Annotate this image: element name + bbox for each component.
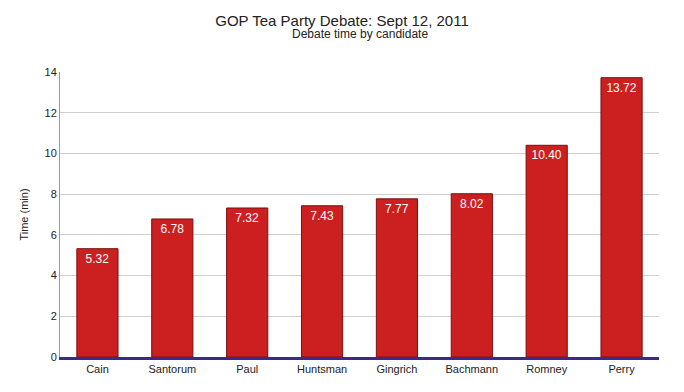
svg-text:7.77: 7.77 (385, 202, 409, 216)
svg-text:12: 12 (45, 107, 57, 119)
svg-text:Time (min): Time (min) (18, 188, 30, 240)
svg-text:8: 8 (51, 188, 57, 200)
svg-text:5.32: 5.32 (86, 252, 110, 266)
svg-text:Romney: Romney (526, 363, 567, 375)
svg-text:7.43: 7.43 (310, 209, 334, 223)
svg-text:13.72: 13.72 (606, 81, 636, 95)
svg-text:2: 2 (51, 310, 57, 322)
svg-text:Paul: Paul (236, 363, 258, 375)
svg-text:Santorum: Santorum (148, 363, 196, 375)
svg-text:GOP Tea Party Debate: Sept 12,: GOP Tea Party Debate: Sept 12, 2011 (215, 12, 469, 29)
svg-text:Bachmann: Bachmann (446, 363, 499, 375)
svg-text:Huntsman: Huntsman (297, 363, 347, 375)
svg-text:Perry: Perry (608, 363, 635, 375)
svg-text:Cain: Cain (86, 363, 109, 375)
svg-text:14: 14 (45, 66, 57, 78)
svg-text:Debate time by candidate: Debate time by candidate (292, 27, 428, 41)
svg-text:6.78: 6.78 (160, 222, 184, 236)
svg-text:10: 10 (45, 147, 57, 159)
svg-text:10.40: 10.40 (532, 148, 562, 162)
svg-text:0: 0 (51, 351, 57, 363)
svg-text:6: 6 (51, 229, 57, 241)
svg-text:4: 4 (51, 269, 57, 281)
svg-text:7.32: 7.32 (235, 211, 259, 225)
svg-text:Gingrich: Gingrich (376, 363, 417, 375)
svg-text:8.02: 8.02 (460, 197, 484, 211)
